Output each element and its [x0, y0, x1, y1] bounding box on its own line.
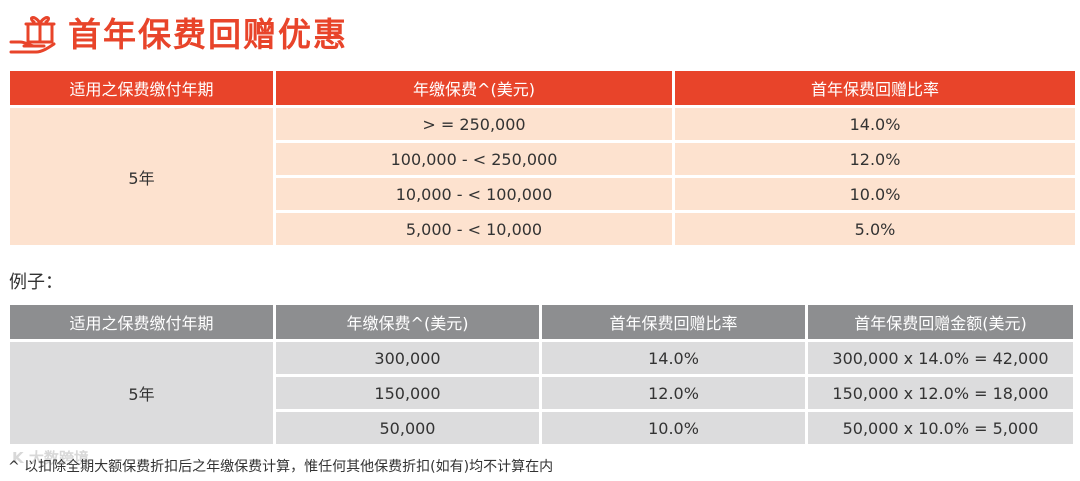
- page-title: 首年保费回赠优惠: [68, 15, 348, 54]
- payment-period-cell: 5年: [10, 108, 273, 245]
- gift-hand-icon: [9, 16, 56, 54]
- example-table: 适用之保费缴付年期 年缴保费^(美元) 首年保费回赠比率 首年保费回赠金额(美元…: [7, 302, 1076, 447]
- footnote: ^ 以扣除全期大额保费折扣后之年缴保费计算，惟任何其他保费折扣(如有)均不计算在…: [8, 459, 554, 475]
- table-row: 5,000 - < 10,000 5.0%: [10, 213, 1075, 245]
- table-header-row: 适用之保费缴付年期 年缴保费^(美元) 首年保费回赠比率: [10, 71, 1075, 105]
- rebate-amount-cell: 50,000 x 10.0% = 5,000: [808, 412, 1073, 444]
- table-row: 150,000 12.0% 150,000 x 12.0% = 18,000: [10, 377, 1073, 409]
- annual-premium-cell: 300,000: [276, 342, 539, 374]
- rebate-amount-cell: 150,000 x 12.0% = 18,000: [808, 377, 1073, 409]
- table-row: 50,000 10.0% 50,000 x 10.0% = 5,000: [10, 412, 1073, 444]
- header-payment-period: 适用之保费缴付年期: [10, 305, 273, 339]
- table-row: 100,000 - < 250,000 12.0%: [10, 143, 1075, 175]
- table-row: 5年 300,000 14.0% 300,000 x 14.0% = 42,00…: [10, 342, 1073, 444]
- header-rebate-rate: 首年保费回赠比率: [542, 305, 805, 339]
- rebate-rate-cell: 10.0%: [675, 178, 1075, 210]
- header-annual-premium: 年缴保费^(美元): [276, 71, 672, 105]
- header-payment-period: 适用之保费缴付年期: [10, 71, 273, 105]
- rebate-rate-table: 适用之保费缴付年期 年缴保费^(美元) 首年保费回赠比率 5年 > = 250,…: [7, 68, 1078, 248]
- table-row: 10,000 - < 100,000 10.0%: [10, 178, 1075, 210]
- watermark: K 大数跨境: [12, 449, 89, 467]
- table-row: 5年 > = 250,000 14.0%: [10, 108, 1075, 245]
- rebate-amount-cell: 300,000 x 14.0% = 42,000: [808, 342, 1073, 374]
- premium-range-cell: 100,000 - < 250,000: [276, 143, 672, 175]
- premium-range-cell: 10,000 - < 100,000: [276, 178, 672, 210]
- header-rebate-rate: 首年保费回赠比率: [675, 71, 1075, 105]
- rebate-rate-cell: 10.0%: [542, 412, 805, 444]
- rebate-rate-cell: 14.0%: [542, 342, 805, 374]
- rebate-rate-cell: 12.0%: [675, 143, 1075, 175]
- annual-premium-cell: 50,000: [276, 412, 539, 444]
- table-header-row: 适用之保费缴付年期 年缴保费^(美元) 首年保费回赠比率 首年保费回赠金额(美元…: [10, 305, 1073, 339]
- page-header: 首年保费回赠优惠: [8, 10, 348, 60]
- payment-period-cell: 5年: [10, 342, 273, 444]
- annual-premium-cell: 150,000: [276, 377, 539, 409]
- header-annual-premium: 年缴保费^(美元): [276, 305, 539, 339]
- rebate-rate-cell: 14.0%: [675, 108, 1075, 140]
- rebate-rate-cell: 12.0%: [542, 377, 805, 409]
- rebate-rate-cell: 5.0%: [675, 213, 1075, 245]
- header-rebate-amount: 首年保费回赠金额(美元): [808, 305, 1073, 339]
- premium-range-cell: > = 250,000: [276, 108, 672, 140]
- example-label: 例子：: [9, 272, 63, 293]
- premium-range-cell: 5,000 - < 10,000: [276, 213, 672, 245]
